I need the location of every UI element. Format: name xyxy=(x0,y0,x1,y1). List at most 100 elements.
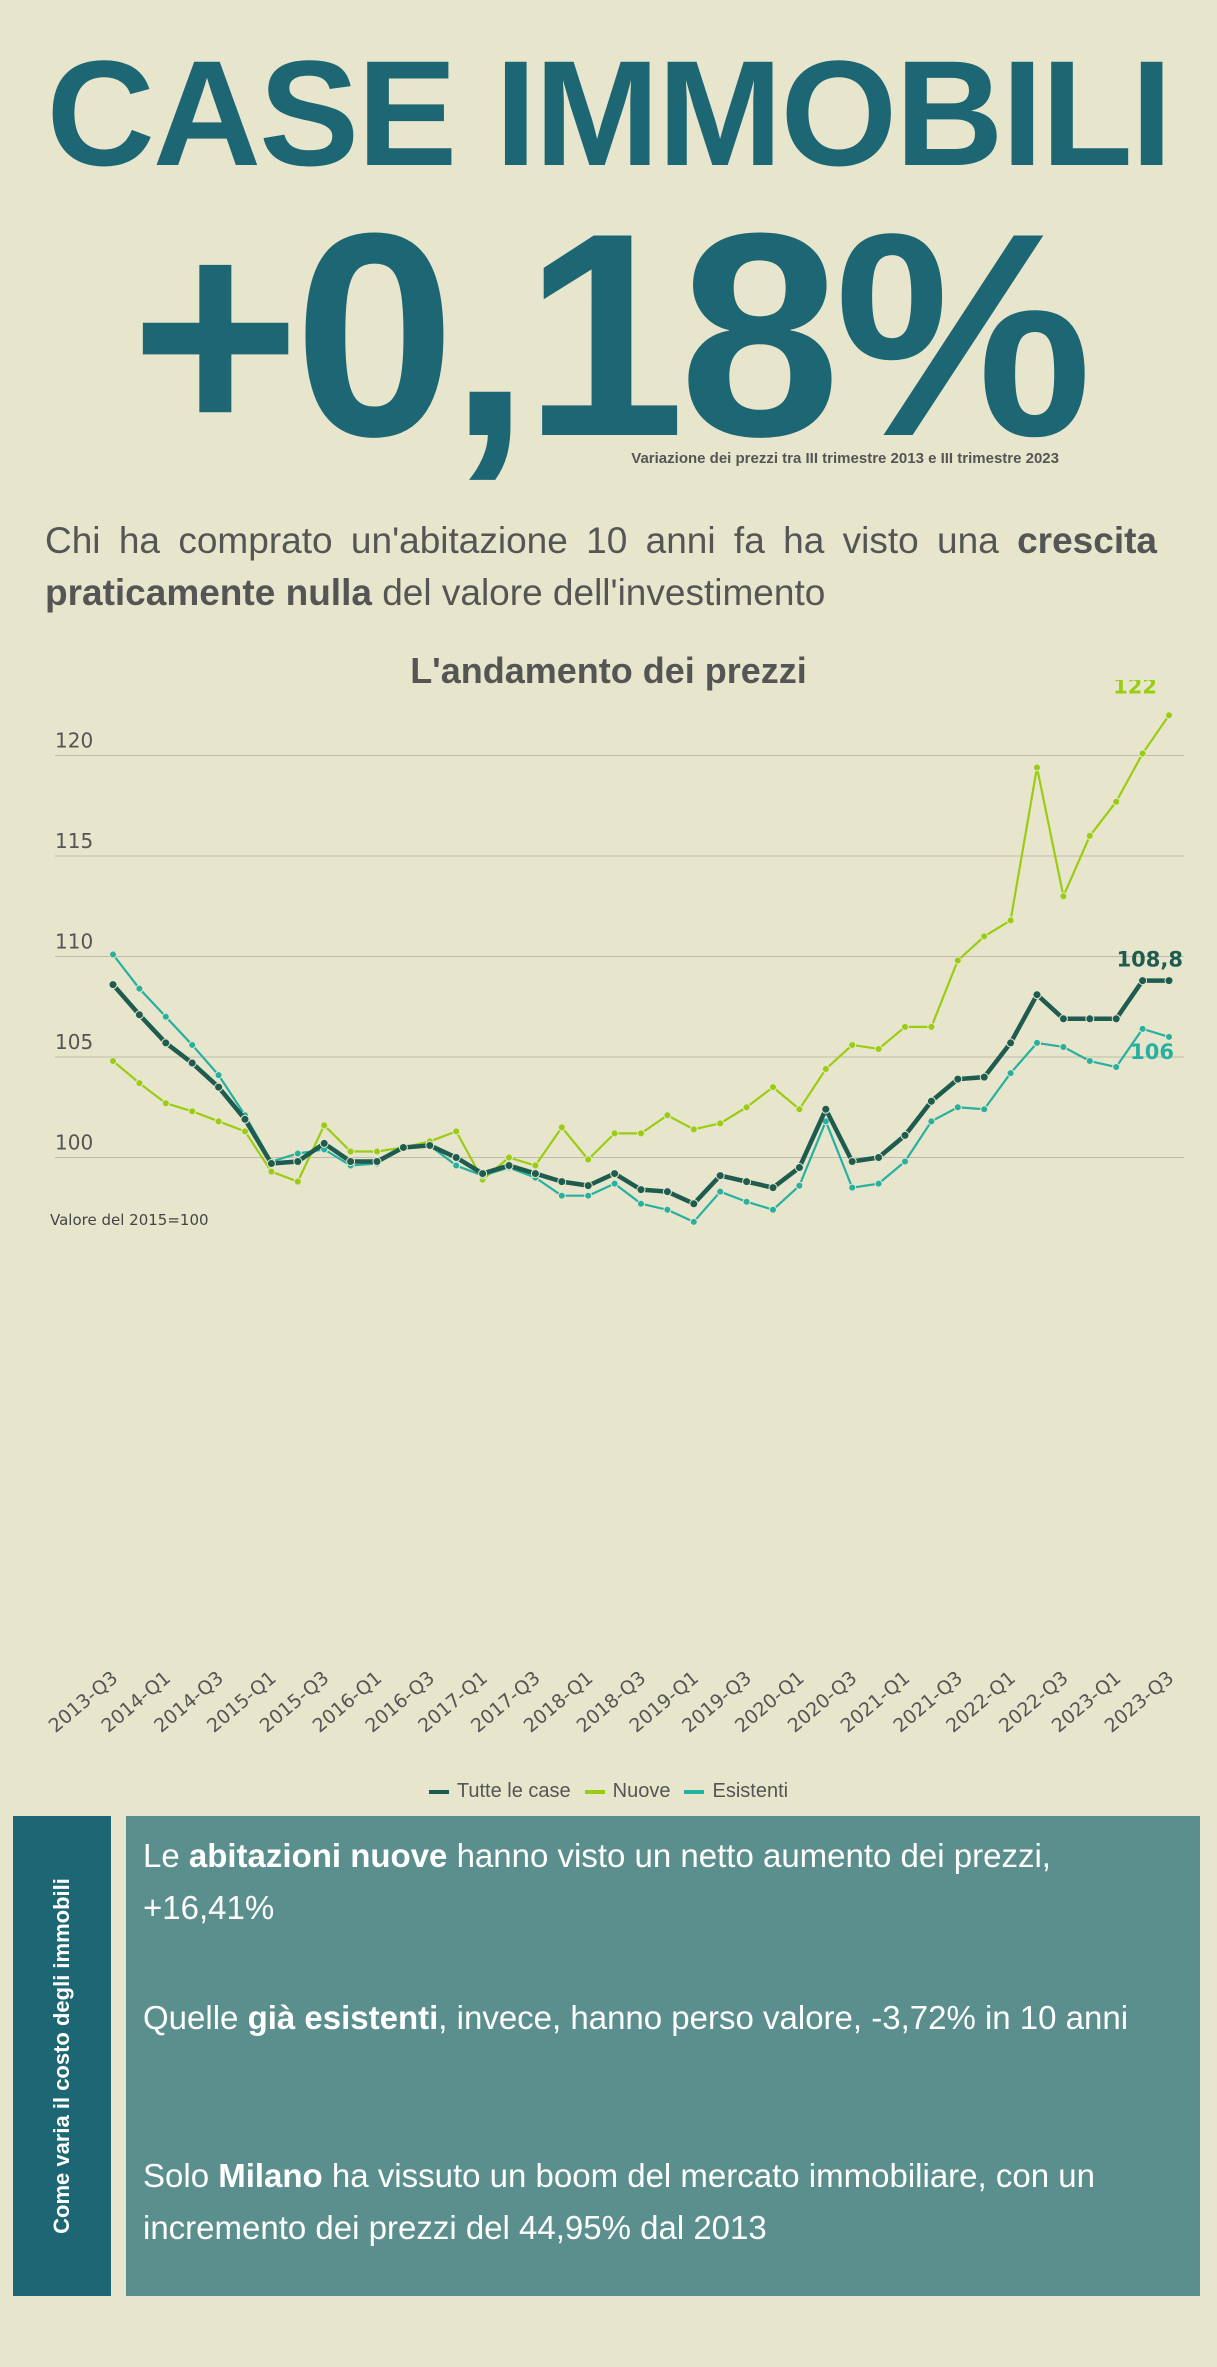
data-point xyxy=(557,1123,566,1132)
data-point xyxy=(769,1205,777,1214)
data-point xyxy=(478,1169,488,1179)
data-point xyxy=(346,1157,356,1167)
data-point xyxy=(900,1130,910,1140)
data-point xyxy=(636,1185,646,1195)
intro-text: Chi ha comprato un'abitazione 10 anni fa… xyxy=(45,515,1157,619)
legend-item-esistenti[interactable]: Esistenti xyxy=(684,1780,788,1803)
y-axis-note: Valore del 2015=100 xyxy=(50,1211,209,1229)
data-point xyxy=(1032,990,1042,1000)
data-point xyxy=(505,1153,513,1162)
data-point xyxy=(821,1104,831,1114)
fact-bold: abitazioni nuove xyxy=(188,1837,448,1874)
data-point xyxy=(1165,711,1173,720)
data-point xyxy=(161,1038,171,1048)
data-point xyxy=(610,1169,620,1179)
data-point xyxy=(319,1138,329,1148)
data-point xyxy=(901,1022,909,1031)
data-point xyxy=(425,1140,435,1150)
data-point xyxy=(187,1058,197,1068)
data-point xyxy=(1112,797,1121,806)
data-point xyxy=(373,1147,381,1156)
side-label: Come varia il costo degli immobili xyxy=(49,1878,74,2234)
data-point xyxy=(953,956,962,965)
data-point xyxy=(637,1199,645,1208)
side-label-panel: Come varia il costo degli immobili xyxy=(13,1816,111,2296)
fact-text: Le xyxy=(143,1837,189,1874)
data-point xyxy=(663,1111,672,1120)
data-point xyxy=(267,1167,276,1176)
legend-label: Nuove xyxy=(612,1780,671,1802)
data-point xyxy=(583,1181,593,1191)
fact-text: Quelle xyxy=(143,1999,248,2036)
legend-item-nuove[interactable]: Nuove xyxy=(584,1780,671,1803)
data-point xyxy=(241,1127,249,1136)
data-point xyxy=(584,1191,593,1200)
data-point xyxy=(610,1129,619,1138)
series-line-esistenti xyxy=(112,953,1170,1223)
data-point xyxy=(794,1163,804,1173)
y-tick-label: 110 xyxy=(55,930,93,954)
data-point xyxy=(663,1205,672,1214)
intro-part1: Chi ha comprato un'abitazione 10 anni fa… xyxy=(45,520,1018,561)
data-point xyxy=(1138,976,1148,986)
data-point xyxy=(504,1161,514,1171)
data-point xyxy=(1165,1032,1173,1041)
data-point xyxy=(266,1159,276,1169)
data-point xyxy=(320,1121,329,1130)
data-point xyxy=(689,1199,699,1209)
intro-part2: del valore dell'investimento xyxy=(371,572,826,613)
data-point xyxy=(214,1071,223,1080)
legend-label: Tutte le case xyxy=(456,1780,571,1802)
fact-text: hanno visto un netto aumento dei prezzi,… xyxy=(143,1837,1051,1926)
end-label-tutte: 108,8 xyxy=(1117,948,1183,972)
data-point xyxy=(795,1181,804,1190)
data-point xyxy=(901,1157,909,1166)
data-point xyxy=(135,1079,144,1088)
data-point xyxy=(847,1157,857,1167)
legend-swatch xyxy=(428,1789,449,1794)
data-point xyxy=(953,1074,963,1084)
end-label-nuove: 122 xyxy=(1113,680,1157,698)
data-point xyxy=(980,1105,989,1114)
data-point xyxy=(293,1157,303,1167)
data-point xyxy=(1164,976,1174,986)
data-point xyxy=(768,1183,778,1193)
data-point xyxy=(1085,1057,1094,1066)
data-point xyxy=(926,1096,936,1106)
data-point xyxy=(716,1119,725,1128)
end-label-esistenti: 106 xyxy=(1130,1040,1174,1064)
data-point xyxy=(452,1161,461,1170)
data-point xyxy=(874,1044,883,1053)
data-point xyxy=(188,1107,197,1116)
fact-bold: Milano xyxy=(218,2157,323,2194)
data-point xyxy=(188,1040,197,1049)
data-point xyxy=(795,1105,804,1114)
y-tick-label: 105 xyxy=(55,1030,93,1054)
data-point xyxy=(372,1157,382,1167)
fact-existing-homes: Quelle già esistenti, invece, hanno pers… xyxy=(143,1992,1143,2044)
data-point xyxy=(293,1177,302,1186)
data-point xyxy=(1111,1014,1121,1024)
legend-label: Esistenti xyxy=(712,1780,789,1802)
data-point xyxy=(398,1142,408,1152)
legend-item-tutte[interactable]: Tutte le case xyxy=(428,1780,571,1803)
data-point xyxy=(927,1022,936,1031)
intro-bold: crescita praticamente nulla xyxy=(45,520,1157,613)
y-tick-label: 120 xyxy=(55,729,93,753)
data-point xyxy=(1112,1063,1121,1072)
data-point xyxy=(979,1072,989,1082)
data-point xyxy=(346,1147,355,1156)
data-point xyxy=(557,1177,567,1187)
data-point xyxy=(451,1153,461,1162)
data-point xyxy=(584,1155,593,1164)
chart-title: L'andamento dei prezzi xyxy=(410,650,807,691)
data-point xyxy=(1006,1069,1015,1078)
data-point xyxy=(135,984,144,993)
data-point xyxy=(1138,749,1147,758)
data-point xyxy=(1006,1038,1016,1048)
fact-text: , invece, hanno perso valore, -3,72% in … xyxy=(438,1999,1129,2036)
data-point xyxy=(637,1129,645,1138)
fact-text: ha vissuto un boom del mercato immobilia… xyxy=(143,2157,1095,2246)
legend-swatch xyxy=(684,1789,705,1794)
headline-note: Variazione dei prezzi tra III trimestre … xyxy=(631,450,1059,467)
